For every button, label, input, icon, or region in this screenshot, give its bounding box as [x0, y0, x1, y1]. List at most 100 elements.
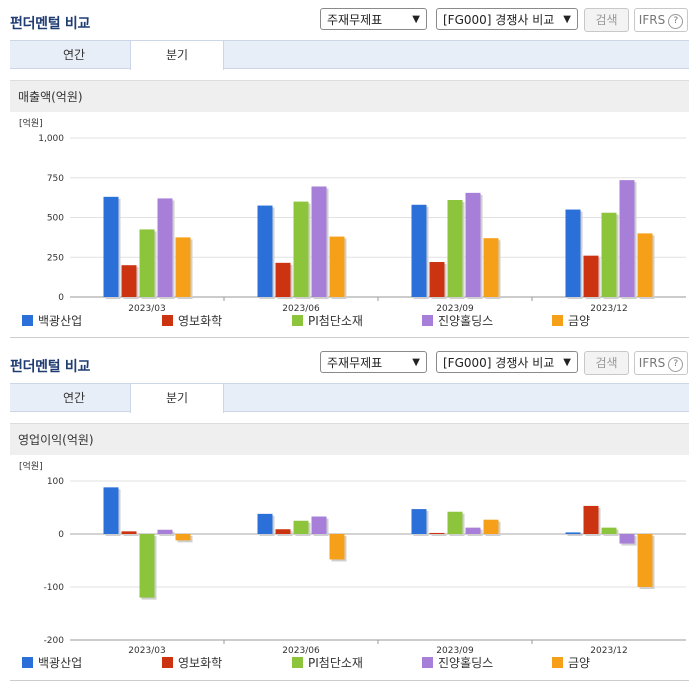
bar	[637, 233, 653, 297]
legend-label: 영보화학	[178, 314, 223, 328]
legend-item[interactable]: 금양	[552, 314, 590, 328]
bar	[175, 237, 191, 297]
legend-item[interactable]: 백광산업	[22, 656, 82, 670]
x-tick-label: 2023/03	[128, 646, 165, 655]
ifrs-button[interactable]: IFRS?	[634, 351, 688, 375]
bar	[121, 531, 137, 534]
statement-select[interactable]: 주재무제표 ▼	[320, 8, 427, 30]
legend-item[interactable]: PI첨단소재	[292, 656, 363, 670]
ifrs-label: IFRS	[638, 356, 666, 370]
y-tick-label: 250	[47, 253, 64, 263]
bar	[311, 516, 327, 534]
bar	[121, 265, 137, 297]
bar-shadow	[567, 534, 583, 536]
bar	[293, 520, 309, 534]
x-tick-label: 2023/06	[282, 646, 320, 655]
legend-item[interactable]: 영보화학	[162, 314, 222, 328]
peer-group-select-value: [FG000] 경쟁사 비교	[443, 356, 555, 370]
legend-item[interactable]: 금양	[552, 656, 590, 670]
y-tick-label: -200	[44, 636, 65, 646]
bar	[637, 534, 653, 587]
legend-item[interactable]: PI첨단소재	[292, 314, 363, 328]
legend-swatch	[422, 657, 433, 668]
fundamental-panel-operating-profit: 펀더멘털 비교 주재무제표 ▼ [FG000] 경쟁사 비교 ▼ 검색 IFRS…	[0, 343, 696, 684]
legend-swatch	[422, 315, 433, 326]
bar	[583, 505, 599, 534]
unit-label: [억원]	[19, 117, 43, 129]
bar	[103, 487, 119, 534]
bar	[483, 238, 499, 297]
legend-swatch	[22, 657, 33, 668]
bar	[329, 236, 345, 297]
legend-swatch	[292, 657, 303, 668]
tab-quarterly[interactable]: 분기	[130, 384, 224, 413]
legend-label: 영보화학	[178, 656, 223, 670]
legend-item[interactable]: 진양홀딩스	[422, 656, 493, 670]
bar	[293, 201, 309, 297]
bar	[139, 534, 155, 598]
legend-item[interactable]: 진양홀딩스	[422, 314, 493, 328]
bar	[139, 229, 155, 297]
bar	[311, 186, 327, 297]
bar	[275, 529, 291, 534]
statement-select[interactable]: 주재무제표 ▼	[320, 351, 427, 373]
bar	[447, 200, 463, 297]
y-tick-label: 100	[47, 477, 64, 487]
panel-title: 펀더멘털 비교	[10, 359, 91, 375]
peer-group-select[interactable]: [FG000] 경쟁사 비교 ▼	[436, 351, 578, 373]
chevron-down-icon: ▼	[563, 14, 571, 25]
revenue-bar-chart: [억원] 0 250 500 750 1,000 2023/03 2023/06 2023/09…	[19, 117, 686, 312]
ifrs-button[interactable]: IFRS?	[634, 8, 688, 32]
legend-label: 백광산업	[38, 656, 83, 670]
help-icon[interactable]: ?	[668, 357, 684, 372]
bar-shadow	[431, 534, 447, 536]
legend-swatch	[162, 315, 173, 326]
bar	[175, 534, 191, 541]
divider	[10, 337, 689, 338]
x-tick-label: 2023/12	[590, 646, 627, 655]
bar-shadow	[123, 533, 139, 536]
tab-annual[interactable]: 연간	[62, 48, 86, 62]
legend-swatch	[162, 657, 173, 668]
period-tabs: 연간 분기	[10, 383, 689, 413]
legend-item[interactable]: 백광산업	[22, 314, 82, 328]
bar	[275, 262, 291, 297]
x-tick-label: 2023/12	[590, 304, 627, 312]
legend-label: PI첨단소재	[308, 656, 363, 670]
legend-item[interactable]: 영보화학	[162, 656, 222, 670]
x-tick-label: 2023/09	[436, 646, 474, 655]
metric-label: 영업이익(억원)	[10, 423, 689, 455]
bar	[601, 212, 617, 297]
panel-title: 펀더멘털 비교	[10, 16, 91, 32]
search-button[interactable]: 검색	[584, 351, 629, 375]
chevron-down-icon: ▼	[412, 14, 420, 25]
bar	[447, 511, 463, 534]
bar	[601, 527, 617, 534]
bar	[483, 519, 499, 534]
bar	[329, 534, 345, 560]
panel-header: 펀더멘털 비교 주재무제표 ▼ [FG000] 경쟁사 비교 ▼ 검색 IFRS…	[0, 0, 696, 40]
x-tick-label: 2023/06	[282, 304, 320, 312]
bar	[429, 532, 445, 534]
bar	[411, 509, 427, 534]
tab-quarterly[interactable]: 분기	[130, 41, 224, 70]
y-tick-label: 500	[47, 214, 64, 224]
chevron-down-icon: ▼	[563, 357, 571, 368]
legend-swatch	[292, 315, 303, 326]
chevron-down-icon: ▼	[412, 357, 420, 368]
peer-group-select[interactable]: [FG000] 경쟁사 비교 ▼	[436, 8, 578, 30]
statement-select-value: 주재무제표	[327, 356, 383, 370]
peer-group-select-value: [FG000] 경쟁사 비교	[443, 13, 555, 27]
tab-annual[interactable]: 연간	[62, 391, 86, 405]
search-button[interactable]: 검색	[584, 8, 629, 32]
bar	[429, 262, 445, 297]
period-tabs: 연간 분기	[10, 40, 689, 70]
help-icon[interactable]: ?	[668, 14, 684, 29]
bar	[157, 198, 173, 297]
bar	[257, 205, 273, 297]
legend-swatch	[22, 315, 33, 326]
legend-label: 진양홀딩스	[438, 656, 494, 670]
x-tick-label: 2023/03	[128, 304, 165, 312]
panel-header: 펀더멘털 비교 주재무제표 ▼ [FG000] 경쟁사 비교 ▼ 검색 IFRS…	[0, 343, 696, 383]
bar	[465, 192, 481, 297]
